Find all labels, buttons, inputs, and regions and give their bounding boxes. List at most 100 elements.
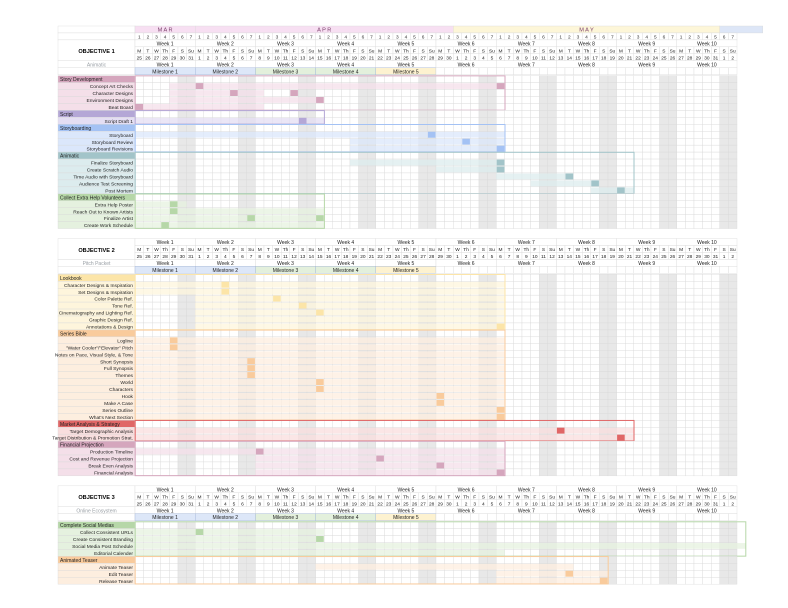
task-row-cell <box>625 137 635 146</box>
group-header-cell <box>134 151 144 160</box>
task-row-cell <box>427 165 437 174</box>
blank-cell <box>504 67 514 75</box>
task-row-cell <box>134 315 144 324</box>
task-row-cell <box>564 281 574 289</box>
group-header-cell <box>530 124 540 132</box>
task-row-cell <box>607 165 617 174</box>
task-row-cell <box>392 221 402 229</box>
task-row-cell <box>427 89 437 97</box>
task-row-cell <box>582 454 592 463</box>
task-row-cell <box>685 158 695 167</box>
task-row-cell <box>160 144 170 153</box>
task-row-cell <box>711 96 721 104</box>
task-row-cell <box>719 82 729 90</box>
task-row-cell <box>650 343 660 351</box>
day-number: 2 <box>465 501 468 507</box>
task-row-cell <box>702 301 712 310</box>
task-row-cell <box>212 137 222 146</box>
group-header-cell <box>547 75 557 83</box>
group-header-cell <box>229 440 239 449</box>
task-row-cell <box>332 89 342 97</box>
group-header-cell <box>496 440 506 449</box>
milestone-mark <box>496 159 505 166</box>
group-name: Collect Extra Help Volunteers <box>60 195 126 201</box>
task-row-cell <box>513 322 523 331</box>
task-row-cell <box>444 214 454 222</box>
task-row-cell <box>177 165 187 174</box>
task-row-cell <box>151 165 161 174</box>
group-header-cell <box>521 274 531 282</box>
group-header-cell <box>418 151 428 160</box>
task-row-cell <box>702 308 712 317</box>
group-header-cell <box>315 440 325 449</box>
group-header-cell <box>151 329 161 338</box>
task-name: Color Palette Ref. <box>94 297 133 303</box>
task-row-cell <box>685 413 695 421</box>
task-row-cell <box>693 406 703 414</box>
day-number: 31 <box>188 501 194 507</box>
day-number: 3 <box>215 501 218 507</box>
task-row-cell <box>650 364 660 372</box>
task-row-cell <box>513 82 523 90</box>
group-header-cell <box>702 75 712 83</box>
task-row-cell <box>427 117 437 125</box>
group-header-cell <box>496 75 506 83</box>
task-row-cell <box>633 144 643 153</box>
task-row-cell <box>573 294 583 303</box>
date-number: 7 <box>611 35 614 41</box>
task-row-cell <box>220 158 230 167</box>
milestone-mark <box>169 201 178 208</box>
task-row-cell <box>625 82 635 90</box>
day-letter: W <box>154 247 159 253</box>
day-number: 18 <box>343 55 349 61</box>
group-header-cell <box>504 110 514 118</box>
task-row-cell <box>478 103 488 111</box>
task-name: Storyboard Revisions <box>87 147 134 153</box>
milestone-mark <box>496 83 505 90</box>
day-number: 2 <box>731 254 734 260</box>
task-row-cell <box>702 399 712 407</box>
task-row-cell <box>401 172 411 181</box>
task-row-cell <box>607 454 617 463</box>
day-number: 12 <box>549 254 555 260</box>
task-row-cell <box>650 461 660 470</box>
task-row-cell <box>633 200 643 208</box>
day-letter: T <box>447 247 450 253</box>
day-number: 26 <box>412 254 418 260</box>
task-row-cell <box>607 131 617 139</box>
task-row-cell <box>418 179 428 188</box>
task-row-cell <box>659 461 669 470</box>
day-letter: M <box>198 494 202 500</box>
task-row-cell <box>633 158 643 167</box>
group-header-cell <box>435 274 445 282</box>
task-row-cell <box>685 468 695 477</box>
group-header-cell <box>659 193 669 201</box>
task-row-cell <box>573 96 583 104</box>
day-number: 4 <box>482 501 485 507</box>
task-row-cell <box>324 117 334 125</box>
task-row-cell <box>263 103 273 111</box>
task-row-cell <box>332 96 342 104</box>
task-row-cell <box>650 82 660 90</box>
day-number: 11 <box>541 501 546 507</box>
task-row-cell <box>410 89 420 97</box>
task-row-cell <box>702 96 712 104</box>
day-number: 16 <box>326 55 332 61</box>
day-letter: M <box>438 494 442 500</box>
task-row-cell <box>633 288 643 296</box>
task-row-cell <box>315 137 325 146</box>
task-row-cell <box>521 165 531 174</box>
task-row-cell <box>650 281 660 289</box>
day-number: 24 <box>653 55 659 61</box>
date-number: 2 <box>628 35 631 41</box>
group-header-cell <box>367 329 377 338</box>
group-header-cell <box>693 193 703 201</box>
task-row-cell <box>332 117 342 125</box>
task-row-cell <box>685 82 695 90</box>
group-name: Animatic <box>60 154 80 160</box>
task-row-cell <box>599 172 609 181</box>
task-row-cell <box>298 179 308 188</box>
task-row-cell <box>668 315 678 324</box>
group-header-cell <box>324 274 334 282</box>
